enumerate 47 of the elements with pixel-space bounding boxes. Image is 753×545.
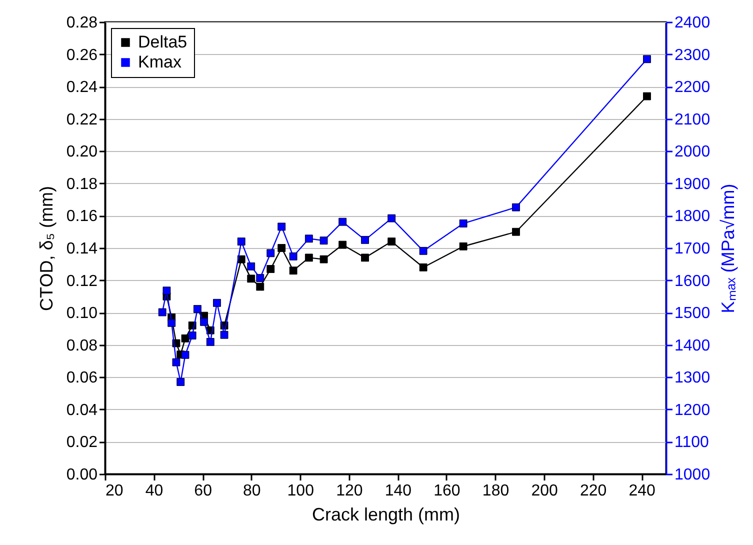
- y-tick-label: 0.28: [66, 14, 98, 32]
- y2-tick-label: 1400: [674, 337, 710, 354]
- y2-tick-label: 1800: [674, 208, 710, 226]
- y-tick-label: 0.08: [66, 337, 98, 354]
- x-tick-label: 40: [145, 482, 164, 500]
- y-tick-label: 0.06: [66, 370, 98, 387]
- x-tick-label: 80: [242, 482, 261, 500]
- y2-tick-label: 2100: [674, 111, 710, 128]
- y-tick-label: 0.10: [66, 305, 98, 322]
- legend-label: Kmax: [138, 52, 182, 72]
- y2-tick-label: 1200: [674, 402, 710, 419]
- y2-tick-label: 1300: [674, 370, 710, 387]
- x-tick-label: 200: [531, 482, 558, 500]
- x-tick-label: 220: [580, 482, 607, 500]
- x-tick-label: 240: [628, 482, 656, 500]
- y-axis-title: CTOD, δ₅ (mm): [36, 186, 56, 311]
- y2-tick-label: 1000: [674, 466, 710, 484]
- y2-tick-label: 1500: [674, 305, 710, 322]
- y2-tick-label: 1900: [674, 176, 710, 193]
- y2-axis-title: Kₘₐₓ (MPa√mm): [718, 184, 738, 314]
- y-tick-label: 0.18: [66, 176, 98, 193]
- y-tick-label: 0.16: [66, 208, 98, 226]
- y2-tick-label: 2000: [674, 144, 710, 161]
- y2-tick-label: 2200: [674, 79, 710, 96]
- x-tick-label: 20: [106, 482, 124, 500]
- x-axis-title: Crack length (mm): [312, 504, 460, 524]
- x-tick-label: 60: [194, 482, 212, 500]
- x-tick-label: 140: [384, 482, 412, 500]
- y-tick-label: 0.22: [66, 111, 98, 128]
- legend-label: Delta5: [138, 32, 188, 52]
- y-tick-label: 0.00: [66, 466, 98, 484]
- y-tick-label: 0.02: [66, 434, 98, 452]
- y2-tick-label: 1100: [674, 434, 710, 452]
- y2-tick-label: 2400: [674, 14, 710, 32]
- y-tick-label: 0.04: [66, 402, 98, 419]
- y2-tick-label: 1600: [674, 272, 710, 290]
- y2-tick-label: 1700: [674, 240, 710, 258]
- x-tick-label: 160: [434, 482, 460, 500]
- y2-tick-label: 2300: [674, 46, 710, 64]
- y-tick-label: 0.26: [66, 46, 98, 64]
- x-tick-label: 180: [482, 482, 510, 500]
- y-tick-label: 0.12: [66, 272, 98, 290]
- y-tick-label: 0.20: [66, 144, 98, 161]
- y-tick-label: 0.14: [66, 240, 98, 258]
- x-tick-label: 120: [336, 482, 363, 500]
- x-tick-label: 100: [287, 482, 314, 500]
- y-tick-label: 0.24: [66, 79, 98, 96]
